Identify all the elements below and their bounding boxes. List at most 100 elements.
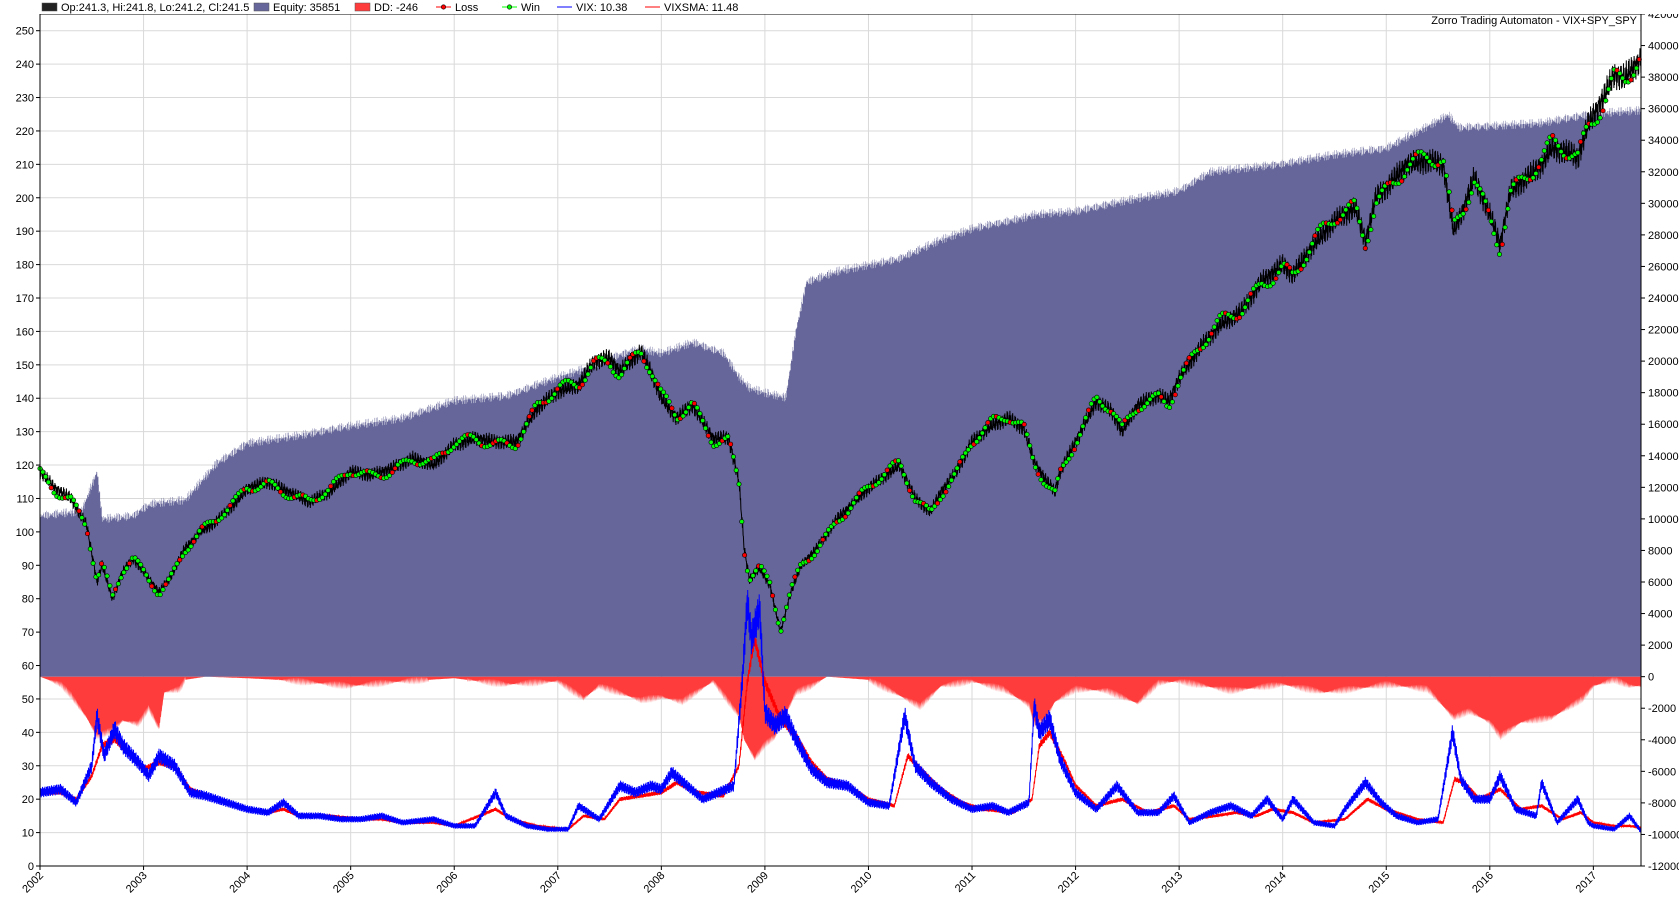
win-marker — [960, 454, 966, 460]
win-marker — [322, 491, 328, 497]
win-marker — [1340, 212, 1346, 218]
win-marker — [1038, 477, 1044, 483]
loss-marker — [934, 500, 940, 506]
loss-marker — [1158, 394, 1164, 400]
win-marker — [1553, 137, 1559, 143]
loss-marker — [1337, 217, 1343, 223]
win-marker — [909, 493, 915, 499]
left-tick-label: 240 — [16, 59, 34, 71]
win-marker — [929, 506, 935, 512]
left-tick-label: 190 — [16, 226, 34, 238]
win-marker — [1069, 452, 1075, 458]
win-marker — [43, 474, 49, 480]
win-marker — [1491, 231, 1497, 237]
right-tick-label: 32000 — [1648, 167, 1679, 179]
left-tick-label: 30 — [22, 761, 34, 773]
win-marker — [1074, 440, 1080, 446]
win-marker — [1242, 304, 1248, 310]
win-marker — [45, 479, 51, 485]
win-marker — [1270, 280, 1276, 286]
left-tick-label: 170 — [16, 293, 34, 305]
win-marker — [811, 552, 817, 558]
loss-marker — [1362, 245, 1368, 251]
win-marker — [1200, 345, 1206, 351]
win-marker — [1178, 374, 1184, 380]
loss-marker — [76, 508, 82, 514]
right-axis: -12000 -10000 -8000 -6000 -4000 -2000 0 2000 400… — [1641, 9, 1679, 873]
win-marker — [610, 369, 616, 375]
loss-marker — [842, 514, 848, 520]
win-marker — [1155, 390, 1161, 396]
win-marker — [736, 481, 742, 487]
win-marker — [686, 404, 692, 410]
win-marker — [473, 437, 479, 443]
win-marker — [666, 399, 672, 405]
win-marker — [772, 607, 778, 613]
right-tick-label: -12000 — [1648, 861, 1679, 873]
win-marker — [783, 604, 789, 610]
loss-marker — [85, 531, 91, 537]
win-marker — [876, 480, 882, 486]
loss-marker — [957, 459, 963, 465]
win-marker — [879, 476, 885, 482]
win-marker — [1097, 399, 1103, 405]
win-marker — [1077, 432, 1083, 438]
loss-marker — [1614, 67, 1620, 73]
loss-marker — [177, 557, 183, 563]
win-marker — [901, 472, 907, 478]
win-marker — [124, 565, 130, 571]
win-marker — [73, 502, 79, 508]
right-tick-label: 34000 — [1648, 135, 1679, 147]
loss-marker — [1209, 331, 1215, 337]
win-marker — [1161, 398, 1167, 404]
right-tick-label: 8000 — [1648, 545, 1672, 557]
win-marker — [658, 386, 664, 392]
win-marker — [1407, 161, 1413, 167]
win-marker — [1100, 403, 1106, 409]
equity-area — [40, 106, 1641, 677]
win-marker — [1580, 130, 1586, 136]
win-marker — [1379, 187, 1385, 193]
win-marker — [809, 556, 815, 562]
loss-marker — [655, 381, 661, 387]
win-marker — [224, 507, 230, 513]
win-marker — [1558, 149, 1564, 155]
win-marker — [146, 578, 152, 584]
win-marker — [1357, 219, 1363, 225]
win-marker — [887, 463, 893, 469]
left-tick-label: 70 — [22, 627, 34, 639]
win-marker — [652, 377, 658, 383]
win-marker — [1494, 242, 1500, 248]
win-marker — [1402, 174, 1408, 180]
win-marker — [549, 395, 555, 401]
win-marker — [1376, 193, 1382, 199]
win-marker — [940, 493, 946, 499]
equity-layer — [40, 106, 1641, 677]
win-marker — [1315, 226, 1321, 232]
loss-marker — [163, 581, 169, 587]
legend-label: VIXSMA: 11.48 — [664, 2, 738, 14]
win-marker — [101, 564, 107, 570]
loss-marker — [1058, 466, 1064, 472]
win-marker — [904, 480, 910, 486]
left-tick-label: 250 — [16, 26, 34, 38]
win-marker — [663, 393, 669, 399]
win-marker — [194, 533, 200, 539]
right-tick-label: 16000 — [1648, 419, 1679, 431]
loss-marker — [1237, 315, 1243, 321]
win-marker — [853, 495, 859, 501]
loss-marker — [1536, 164, 1542, 170]
left-tick-label: 230 — [16, 93, 34, 105]
win-marker — [1343, 207, 1349, 213]
win-marker — [1508, 188, 1514, 194]
left-tick-label: 210 — [16, 159, 34, 171]
legend-swatch — [354, 2, 371, 12]
legend-label: DD: -246 — [374, 2, 418, 14]
win-marker — [948, 477, 954, 483]
win-marker — [518, 436, 524, 442]
loss-marker — [526, 413, 532, 419]
win-marker — [976, 435, 982, 441]
right-tick-label: 20000 — [1648, 356, 1679, 368]
loss-marker — [149, 583, 155, 589]
